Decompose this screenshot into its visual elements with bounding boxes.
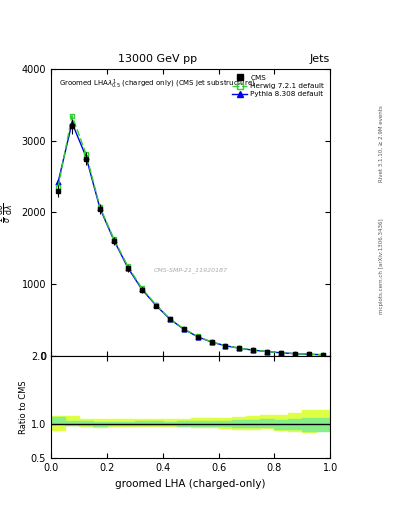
Text: Jets: Jets [310,54,330,64]
Text: 13000 GeV pp: 13000 GeV pp [118,54,196,64]
X-axis label: groomed LHA (charged-only): groomed LHA (charged-only) [116,479,266,488]
Y-axis label: $\frac{1}{\sigma}\,\frac{\mathrm{d}\sigma}{\mathrm{d}\lambda}$: $\frac{1}{\sigma}\,\frac{\mathrm{d}\sigm… [0,202,16,223]
Y-axis label: Ratio to CMS: Ratio to CMS [19,380,28,434]
Text: mcplots.cern.ch [arXiv:1306.3436]: mcplots.cern.ch [arXiv:1306.3436] [379,219,384,314]
Legend: CMS, Herwig 7.2.1 default, Pythia 8.308 default: CMS, Herwig 7.2.1 default, Pythia 8.308 … [230,73,327,99]
Text: Rivet 3.1.10, ≥ 2.9M events: Rivet 3.1.10, ≥ 2.9M events [379,105,384,182]
Text: Groomed LHA$\lambda^{1}_{0.5}$ (charged only) (CMS jet substructure): Groomed LHA$\lambda^{1}_{0.5}$ (charged … [59,78,256,91]
Text: CMS-SMP-21_11920187: CMS-SMP-21_11920187 [154,267,228,273]
